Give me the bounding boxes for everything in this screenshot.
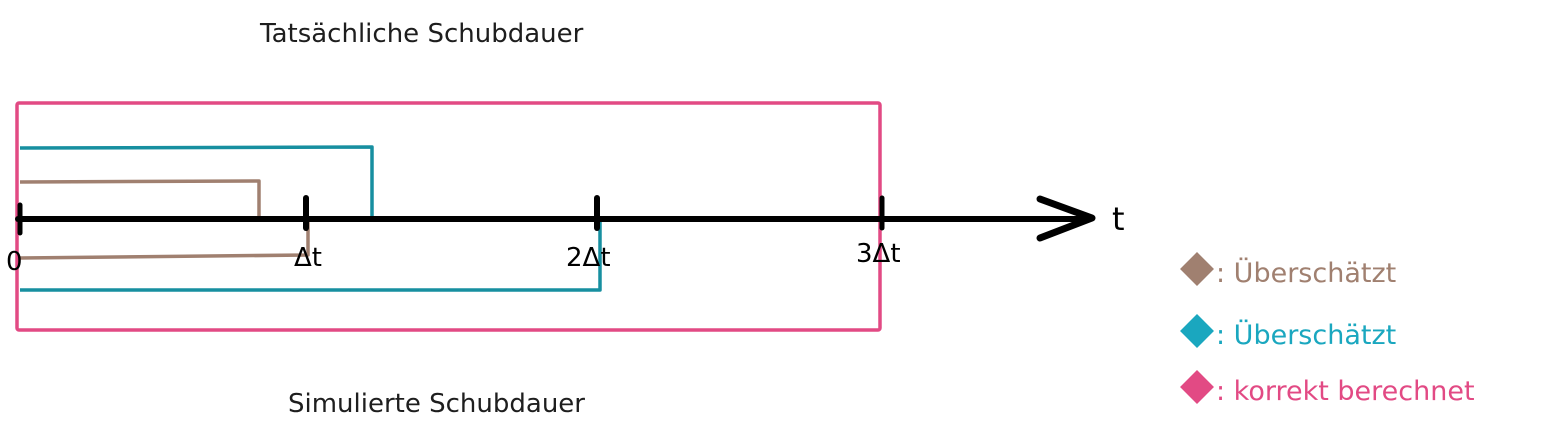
legend-diamond-brown	[1180, 252, 1214, 286]
tick-label-1: Δt	[294, 243, 322, 273]
legend-label-brown: : Überschätzt	[1216, 257, 1396, 289]
tick-label-2: 2Δt	[566, 243, 611, 273]
brown-lower-bracket	[19, 222, 310, 260]
axis-arrowhead	[1036, 195, 1096, 242]
tick-label-3: 3Δt	[856, 239, 901, 269]
legend-diamond-teal	[1180, 314, 1214, 348]
axis-label: t	[1112, 200, 1125, 238]
legend-label-teal: : Überschätzt	[1216, 319, 1396, 351]
title-actual-thrust-duration: Tatsächliche Schubdauer	[259, 19, 584, 49]
teal-upper-bracket	[19, 145, 374, 216]
brown-upper-bracket	[19, 179, 261, 218]
legend-label-pink: : korrekt berechnet	[1216, 376, 1475, 407]
title-simulated-thrust-duration: Simulierte Schubdauer	[288, 389, 585, 419]
teal-lower-bracket	[20, 222, 602, 292]
legend-diamond-pink	[1180, 370, 1214, 404]
legend: : Überschätzt : Überschätzt : korrekt be…	[1180, 252, 1475, 407]
tick-label-0: 0	[6, 247, 23, 277]
